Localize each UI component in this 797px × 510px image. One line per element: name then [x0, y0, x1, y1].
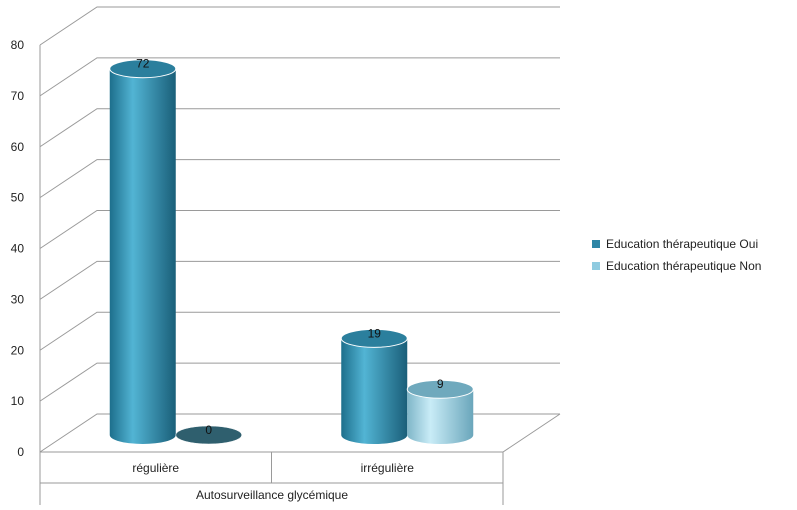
axes: [39, 45, 561, 505]
x-axis-title: Autosurveillance glycémique: [196, 488, 348, 502]
legend-item-oui: Education thérapeutique Oui: [592, 233, 761, 255]
bar-body: [341, 338, 408, 444]
legend-item-non: Education thérapeutique Non: [592, 255, 761, 277]
gridline: [39, 210, 560, 249]
data-label: 19: [368, 326, 382, 340]
bar-top: [406, 379, 474, 399]
y-tick-label: 40: [11, 242, 25, 256]
bars: [109, 59, 474, 445]
gridline: [39, 159, 560, 199]
gridline: [39, 6, 560, 46]
gridline: [39, 108, 560, 148]
bar-top: [340, 328, 408, 348]
data-label: 9: [437, 377, 444, 391]
bar-body: [407, 389, 474, 444]
gridline: [39, 260, 560, 300]
bar-top: [109, 59, 177, 79]
data-label: 0: [205, 423, 212, 437]
y-tick-label: 50: [11, 191, 25, 205]
bar-body: [109, 68, 176, 444]
bar-top: [175, 425, 242, 445]
category-label: régulière: [132, 461, 179, 475]
legend-swatch-oui: [592, 240, 600, 248]
y-tick-label: 60: [11, 140, 25, 154]
y-tick-label: 80: [11, 38, 25, 52]
data-label: 72: [136, 57, 150, 71]
gridline: [39, 311, 560, 351]
y-tick-label: 20: [11, 343, 25, 357]
grid: [39, 6, 560, 453]
legend-swatch-non: [592, 262, 600, 270]
category-label: irrégulière: [361, 461, 415, 475]
y-tick-label: 0: [17, 445, 24, 459]
legend: Education thérapeutique Oui Education th…: [592, 233, 761, 277]
y-tick-label: 30: [11, 292, 25, 306]
legend-label-non: Education thérapeutique Non: [606, 259, 762, 273]
legend-label-oui: Education thérapeutique Oui: [606, 237, 759, 251]
y-tick-label: 10: [11, 394, 25, 408]
labels: 0 10 20 30 40 50 60 70 80 régulière irrégulière Aut…: [11, 38, 444, 502]
y-tick-label: 70: [11, 89, 25, 103]
gridline: [39, 57, 560, 97]
